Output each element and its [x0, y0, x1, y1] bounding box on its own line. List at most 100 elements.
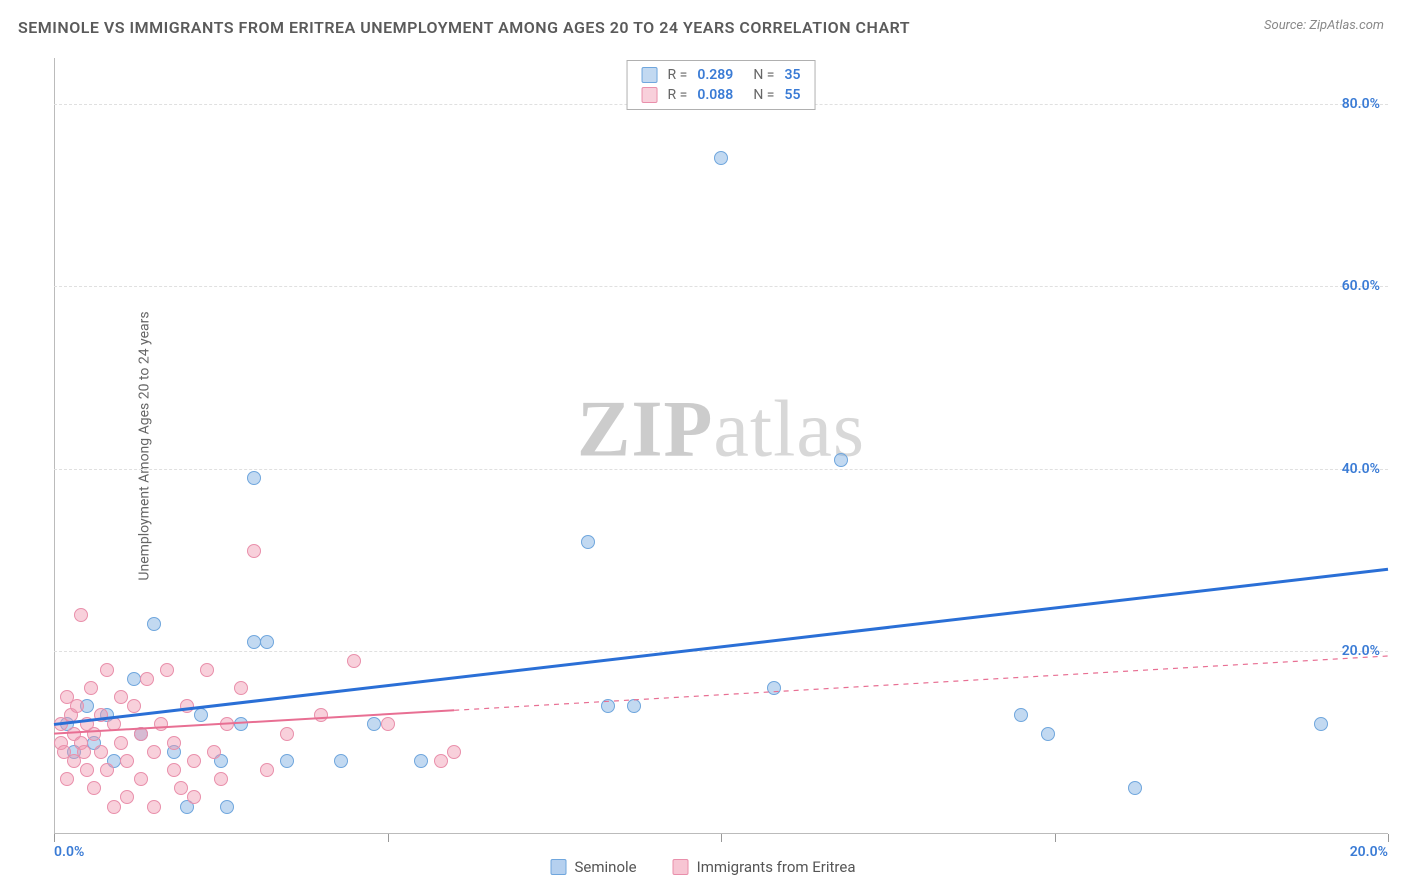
scatter-point	[94, 708, 108, 722]
scatter-point	[154, 717, 168, 731]
x-tick	[1055, 834, 1056, 842]
watermark: ZIPatlas	[577, 385, 865, 476]
scatter-point	[247, 544, 261, 558]
scatter-point	[60, 772, 74, 786]
scatter-point	[714, 151, 728, 165]
scatter-point	[214, 772, 228, 786]
gridline	[54, 286, 1388, 287]
scatter-point	[414, 754, 428, 768]
n-value: 55	[784, 87, 800, 103]
x-tick-label: 20.0%	[1350, 844, 1388, 860]
scatter-point	[381, 717, 395, 731]
scatter-point	[187, 790, 201, 804]
scatter-point	[127, 672, 141, 686]
scatter-point	[220, 800, 234, 814]
r-label: R =	[668, 87, 688, 103]
scatter-point	[84, 681, 98, 695]
scatter-point	[334, 754, 348, 768]
scatter-point	[147, 617, 161, 631]
scatter-point	[160, 663, 174, 677]
r-value: 0.289	[697, 67, 733, 83]
legend-label: Immigrants from Eritrea	[697, 858, 856, 876]
correlation-legend: R =0.289N =35R =0.088N =55	[627, 60, 816, 110]
scatter-point	[260, 635, 274, 649]
scatter-point	[314, 708, 328, 722]
scatter-point	[367, 717, 381, 731]
scatter-point	[194, 708, 208, 722]
scatter-point	[107, 800, 121, 814]
correlation-legend-row: R =0.289N =35	[628, 65, 815, 85]
scatter-point	[134, 727, 148, 741]
scatter-point	[134, 772, 148, 786]
scatter-point	[114, 736, 128, 750]
scatter-point	[207, 745, 221, 759]
scatter-point	[107, 717, 121, 731]
scatter-point	[94, 745, 108, 759]
scatter-point	[280, 754, 294, 768]
scatter-point	[260, 763, 274, 777]
scatter-point	[114, 690, 128, 704]
scatter-point	[100, 763, 114, 777]
correlation-legend-row: R = 0.088 N = 55	[628, 85, 815, 105]
scatter-point	[147, 745, 161, 759]
legend-swatch	[642, 67, 658, 83]
scatter-point	[120, 790, 134, 804]
scatter-point	[140, 672, 154, 686]
gridline	[54, 651, 1388, 652]
scatter-point	[187, 754, 201, 768]
legend-swatch	[642, 87, 658, 103]
scatter-point	[127, 699, 141, 713]
scatter-point	[247, 471, 261, 485]
x-tick	[388, 834, 389, 842]
n-label: N =	[753, 67, 774, 83]
y-axis-line	[54, 58, 55, 834]
scatter-point	[834, 453, 848, 467]
x-tick	[721, 834, 722, 842]
scatter-point	[347, 654, 361, 668]
legend-swatch	[673, 859, 689, 875]
x-tick	[54, 834, 55, 842]
y-tick-label: 60.0%	[1342, 278, 1380, 294]
n-label: N =	[753, 87, 774, 103]
scatter-point	[87, 781, 101, 795]
trend-layer	[54, 58, 1388, 834]
scatter-point	[1314, 717, 1328, 731]
source-attribution: Source: ZipAtlas.com	[1264, 18, 1384, 33]
scatter-point	[120, 754, 134, 768]
scatter-point	[280, 727, 294, 741]
y-tick-label: 80.0%	[1342, 96, 1380, 112]
scatter-point	[627, 699, 641, 713]
trend-line-extension	[454, 656, 1388, 710]
r-label: R =	[668, 67, 688, 83]
scatter-point	[1014, 708, 1028, 722]
scatter-point	[434, 754, 448, 768]
legend-swatch	[551, 859, 567, 875]
y-tick-label: 20.0%	[1342, 643, 1380, 659]
scatter-point	[581, 535, 595, 549]
scatter-point	[447, 745, 461, 759]
scatter-point	[234, 717, 248, 731]
scatter-point	[167, 736, 181, 750]
scatter-point	[601, 699, 615, 713]
scatter-point	[174, 781, 188, 795]
scatter-point	[80, 763, 94, 777]
legend-bottom: SeminoleImmigrants from Eritrea	[551, 858, 856, 876]
scatter-point	[77, 745, 91, 759]
scatter-point	[767, 681, 781, 695]
chart-title: SEMINOLE VS IMMIGRANTS FROM ERITREA UNEM…	[18, 18, 910, 37]
scatter-point	[220, 717, 234, 731]
r-value: 0.088	[697, 87, 733, 103]
scatter-point	[74, 608, 88, 622]
gridline	[54, 469, 1388, 470]
scatter-point	[1041, 727, 1055, 741]
scatter-point	[1128, 781, 1142, 795]
scatter-point	[200, 663, 214, 677]
scatter-point	[234, 681, 248, 695]
y-tick-label: 40.0%	[1342, 461, 1380, 477]
scatter-point	[70, 699, 84, 713]
legend-item: Immigrants from Eritrea	[673, 858, 856, 876]
scatter-point	[147, 800, 161, 814]
scatter-point	[100, 663, 114, 677]
x-tick	[1388, 834, 1389, 842]
x-tick-label: 0.0%	[54, 844, 84, 860]
